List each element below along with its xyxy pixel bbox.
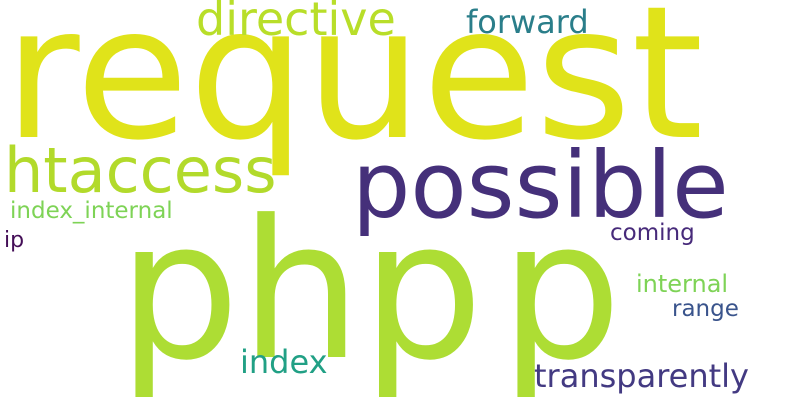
word-directive: directive (196, 0, 396, 46)
word-ip: ip (4, 228, 25, 253)
word-index-internal: index_internal (10, 198, 173, 224)
word-php: php (118, 180, 484, 400)
word-index: index (240, 343, 328, 381)
word-request: request (4, 0, 704, 181)
word-forward: forward (466, 3, 589, 41)
word-internal: internal (636, 270, 729, 298)
word-possible: possible (352, 132, 729, 239)
word-p: p (500, 180, 622, 400)
word-range: range (672, 296, 739, 322)
word-transparently: transparently (534, 357, 749, 395)
word-coming: coming (610, 220, 695, 246)
word-htaccess: htaccess (4, 134, 277, 207)
